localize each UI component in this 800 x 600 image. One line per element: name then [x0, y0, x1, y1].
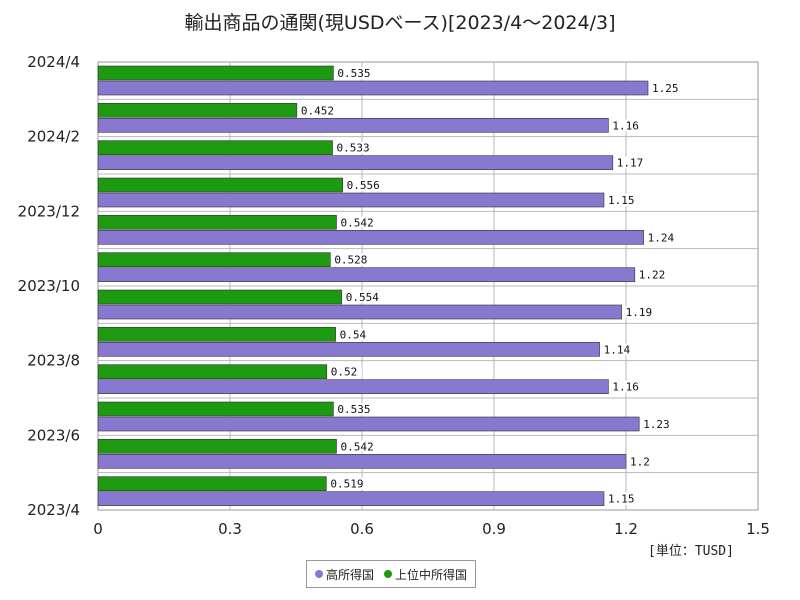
bar-value-label-bg: [627, 455, 654, 468]
bar-value-label-bg: [622, 306, 657, 318]
bar-upper-middle-income: [97, 177, 343, 193]
bar-value-label: 0.556: [347, 179, 380, 192]
bar-value-label-bg: [644, 231, 679, 244]
bar-value-label-bg: [600, 343, 635, 356]
bar-value-label: 0.535: [337, 403, 370, 416]
x-tick-label: 0: [93, 520, 103, 538]
bar-value-label: 0.54: [340, 328, 367, 341]
bar-upper-middle-income: [97, 327, 336, 342]
bar-value-label: 1.2: [630, 455, 650, 468]
bar-upper-middle-income: [97, 476, 327, 491]
bar-high-income: [97, 118, 609, 133]
bar-upper-middle-income: [97, 140, 333, 155]
bar-value-label: 0.52: [331, 366, 358, 379]
unit-label: [単位：TUSD]: [648, 544, 734, 559]
bar-value-label-bg: [327, 477, 369, 490]
bar-value-label: 1.17: [617, 157, 644, 170]
y-tick-label: 2023/6: [27, 426, 80, 444]
legend: 高所得国 上位中所得国: [306, 560, 477, 588]
bar-high-income: [97, 80, 649, 96]
bar-value-label-bg: [609, 119, 644, 132]
x-tick-label: 1.2: [614, 520, 638, 538]
bar-value-label: 0.528: [334, 254, 367, 267]
bar-value-label-bg: [327, 365, 362, 378]
legend-label-high-income: 高所得国: [326, 567, 375, 582]
bar-value-label-bg: [334, 403, 376, 415]
bar-upper-middle-income: [97, 364, 328, 379]
y-tick-label: 2023/10: [18, 277, 80, 295]
bar-value-label-bg: [605, 194, 639, 206]
y-tick-label: 2023/12: [18, 202, 80, 220]
bar-upper-middle-income: [97, 252, 331, 267]
legend-item-upper-middle-income[interactable]: 上位中所得国: [384, 566, 467, 583]
bar-value-label: 1.24: [648, 231, 675, 244]
bar-high-income: [97, 491, 605, 506]
bar-value-label-bg: [342, 291, 384, 303]
bar-value-label-bg: [635, 268, 670, 281]
legend-marker-upper-middle-income: [384, 570, 393, 578]
bar-value-label-bg: [334, 67, 376, 79]
bar-value-label: 0.554: [346, 291, 379, 304]
bar-value-label: 1.25: [652, 82, 679, 95]
x-tick-label: 0.9: [482, 520, 506, 538]
bar-high-income: [97, 416, 640, 432]
bar-value-label: 1.15: [608, 493, 635, 506]
bar-high-income: [97, 192, 605, 208]
bar-high-income: [97, 267, 636, 282]
bar-high-income: [97, 454, 627, 469]
bar-value-label-bg: [333, 141, 375, 154]
bar-upper-middle-income: [97, 215, 337, 230]
y-tick-label: 2023/8: [27, 352, 80, 370]
bar-value-label: 0.542: [340, 440, 373, 453]
y-tick-label: 2024/2: [27, 128, 80, 146]
bar-value-label-bg: [337, 216, 379, 229]
x-tick-label: 0.6: [350, 520, 374, 538]
bar-upper-middle-income: [97, 65, 334, 81]
bar-value-label-bg: [337, 440, 379, 453]
chart-title: 輸出商品の通関(現USDベース)[2023/4～2024/3]: [184, 12, 616, 34]
bar-high-income: [97, 342, 600, 357]
bar-value-label: 1.14: [604, 343, 631, 356]
bar-high-income: [97, 230, 644, 245]
bar-value-label: 1.15: [608, 194, 635, 207]
bar-value-label-bg: [331, 253, 373, 266]
bar-value-label: 1.22: [639, 269, 666, 282]
x-tick-label: 1.5: [746, 520, 770, 538]
y-tick-label: 2023/4: [27, 501, 80, 519]
bar-value-label: 1.23: [643, 418, 670, 431]
bar-value-label: 0.533: [337, 142, 370, 155]
legend-marker-high-income: [315, 570, 323, 578]
bar-value-label-bg: [649, 82, 683, 94]
bar-value-label: 0.452: [301, 104, 334, 117]
legend-label-upper-middle-income: 上位中所得国: [395, 567, 468, 582]
bar-value-label-bg: [609, 380, 644, 393]
bar-upper-middle-income: [97, 401, 334, 417]
bar-value-label: 0.542: [340, 216, 373, 229]
y-tick-label: 2024/4: [27, 53, 80, 71]
bar-upper-middle-income: [97, 103, 298, 118]
bar-upper-middle-income: [97, 439, 337, 454]
bar-upper-middle-income: [97, 289, 343, 305]
bar-value-label-bg: [613, 156, 648, 169]
bar-value-label: 0.519: [330, 478, 363, 491]
bar-value-label: 1.16: [612, 119, 639, 132]
bar-value-label: 1.19: [626, 306, 653, 319]
bar-high-income: [97, 304, 622, 320]
legend-item-high-income[interactable]: 高所得国: [315, 566, 374, 583]
x-tick-label: 0.3: [218, 520, 242, 538]
bar-value-label: 0.535: [337, 67, 370, 80]
bar-value-label-bg: [640, 418, 675, 430]
bar-high-income: [97, 379, 609, 394]
bar-value-label-bg: [336, 328, 371, 341]
bar-value-label-bg: [343, 179, 385, 191]
bar-high-income: [97, 155, 614, 170]
bar-value-label: 1.16: [612, 381, 639, 394]
bar-value-label-bg: [605, 492, 639, 505]
bar-value-label-bg: [297, 104, 339, 117]
